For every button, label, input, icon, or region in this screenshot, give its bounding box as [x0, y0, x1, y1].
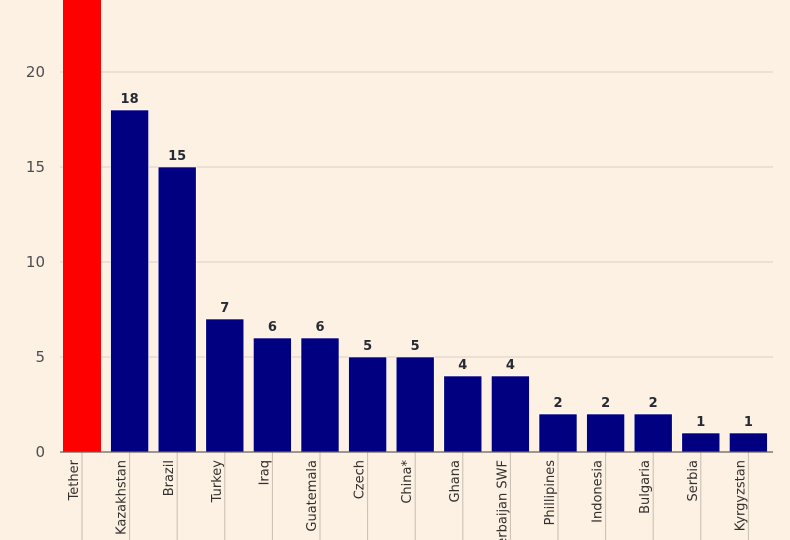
category-labels: Tether Kazakhstan Brazil Turkey Iraq Guatemal… — [67, 459, 748, 540]
value-label-turkey: 7 — [220, 301, 229, 316]
bar-brazil — [157, 166, 197, 453]
category-label-turkey: Turkey — [210, 460, 225, 504]
y-tick-label-15: 15 — [26, 158, 45, 176]
category-label-tether: Tether — [67, 459, 82, 501]
category-label-ghana: Ghana — [448, 460, 463, 503]
value-label-china: 5 — [411, 339, 420, 354]
value-label-czech: 5 — [363, 339, 372, 354]
category-label-azerbaijan-swf: Azerbaijan SWF — [495, 460, 510, 540]
y-tick-label-20: 20 — [26, 63, 45, 81]
value-label-indonesia: 2 — [601, 396, 610, 411]
bar-china — [395, 356, 435, 453]
category-label-kazakhstan: Kazakhstan — [115, 460, 130, 535]
category-label-bulgaria: Bulgaria — [638, 460, 653, 514]
bars — [63, 0, 768, 453]
category-label-guatemala: Guatemala — [305, 460, 320, 532]
value-label-kyrgyzstan: 1 — [744, 415, 753, 430]
bar-guatemala — [300, 337, 340, 453]
category-label-china: China* — [400, 460, 415, 504]
category-label-iraq: Iraq — [257, 460, 272, 485]
value-label-bulgaria: 2 — [649, 396, 658, 411]
y-tick-label-0: 0 — [35, 443, 45, 461]
value-label-azerbaijan-swf: 4 — [506, 358, 515, 373]
bar-bulgaria — [633, 413, 673, 453]
x-axis — [60, 451, 773, 540]
y-tick-label-10: 10 — [26, 253, 45, 271]
bar-indonesia — [586, 413, 625, 453]
value-label-brazil: 15 — [168, 149, 186, 164]
value-labels: 18 15 7 6 6 5 5 4 4 2 2 2 1 1 — [121, 92, 753, 430]
y-axis-ticks: 0 5 10 15 20 — [26, 63, 45, 461]
bar-czech — [348, 356, 387, 453]
bar-tether — [63, 0, 101, 452]
category-label-serbia: Serbia — [686, 460, 701, 501]
category-label-brazil: Brazil — [162, 460, 177, 496]
bar-azerbaijan-swf — [491, 375, 530, 453]
value-label-guatemala: 6 — [315, 320, 324, 335]
category-label-czech: Czech — [353, 460, 368, 499]
y-tick-label-5: 5 — [35, 348, 45, 366]
category-label-kyrgyzstan: Kyrgyzstan — [733, 460, 748, 531]
bar-phillipines — [538, 413, 578, 453]
bar-turkey — [205, 318, 245, 453]
value-label-phillipines: 2 — [553, 396, 562, 411]
bar-kyrgyzstan — [729, 432, 768, 453]
value-label-serbia: 1 — [696, 415, 705, 430]
value-label-iraq: 6 — [268, 320, 277, 335]
bar-iraq — [253, 337, 292, 453]
bar-serbia — [681, 432, 721, 453]
value-label-ghana: 4 — [458, 358, 467, 373]
bar-kazakhstan — [110, 109, 149, 453]
category-label-phillipines: Phillipines — [543, 460, 558, 526]
bar-ghana — [443, 375, 483, 453]
category-label-indonesia: Indonesia — [591, 460, 606, 523]
value-label-kazakhstan: 18 — [121, 92, 139, 107]
